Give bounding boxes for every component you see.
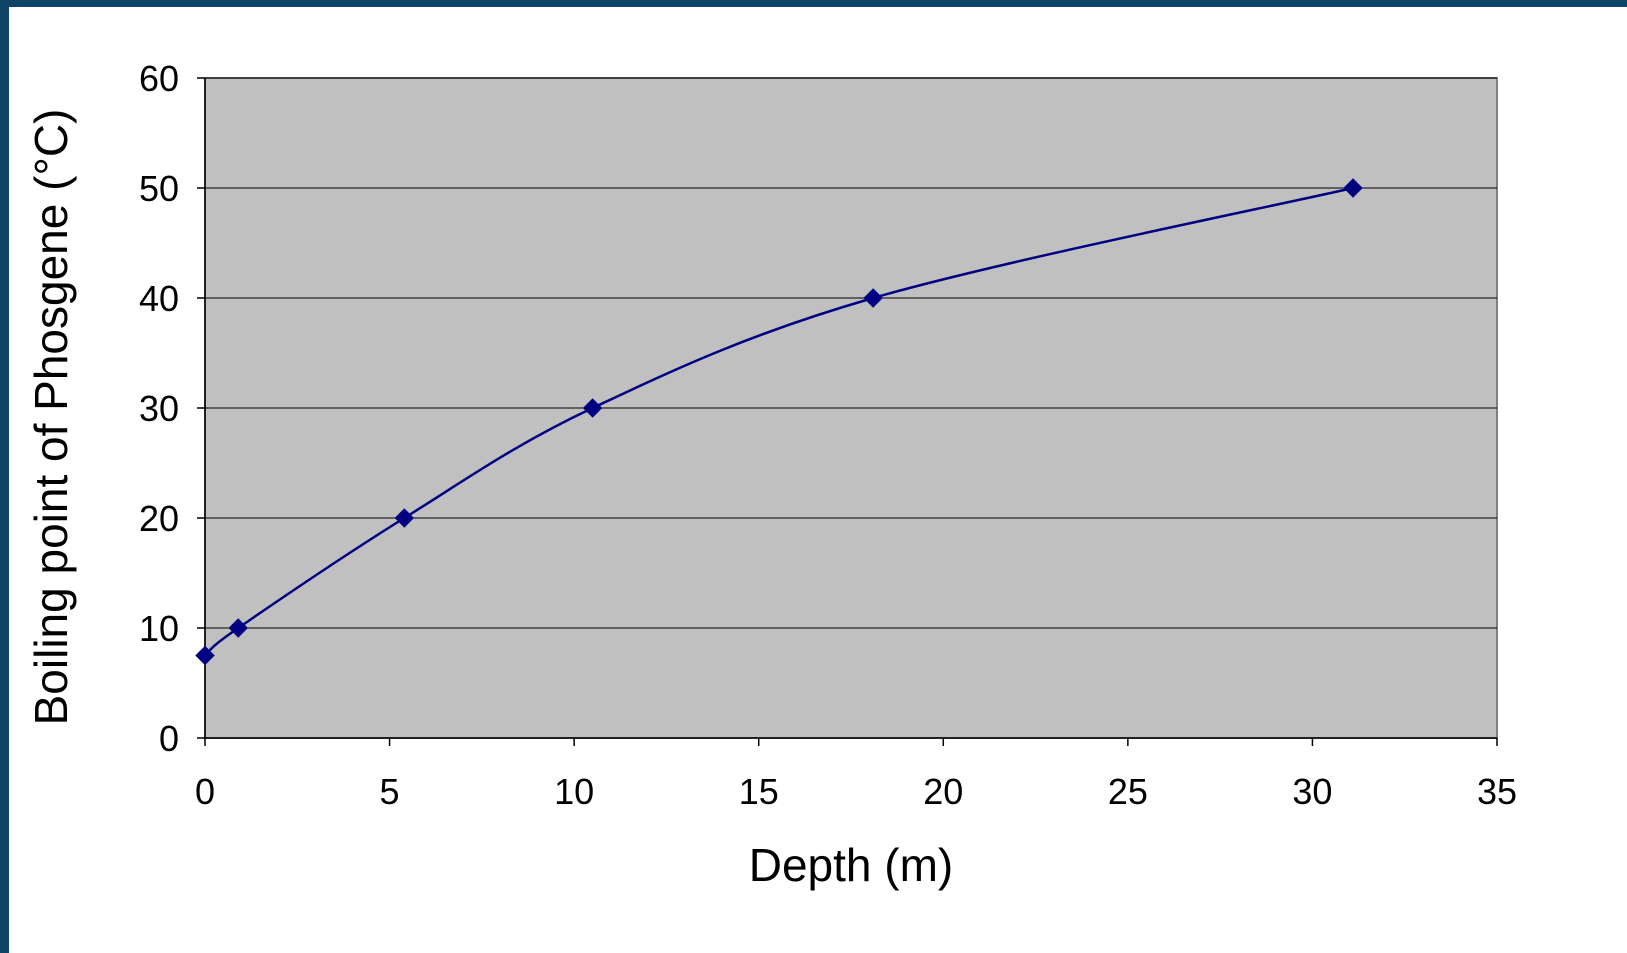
x-tick-label-20: 20 xyxy=(923,771,963,812)
x-tick-label-30: 30 xyxy=(1292,771,1332,812)
data-point-3 xyxy=(582,398,603,418)
series xyxy=(195,178,1363,666)
y-tick-label-30: 30 xyxy=(139,388,179,429)
chart: 0 10 20 30 40 50 60 0 5 10 15 20 25 30 35 Depth (m) Bo… xyxy=(25,58,1517,891)
data-point-5 xyxy=(1343,178,1363,198)
data-point-1 xyxy=(228,618,248,638)
x-axis-title: Depth (m) xyxy=(749,839,953,891)
data-point-4 xyxy=(863,288,883,308)
x-tick-label-0: 0 xyxy=(195,771,215,812)
y-axis-title: Boiling point of Phosgene (°C) xyxy=(25,109,77,726)
tick-labels: 0 10 20 30 40 50 60 0 5 10 15 20 25 30 35 xyxy=(139,58,1517,812)
chart-frame: 0 10 20 30 40 50 60 0 5 10 15 20 25 30 35 Depth (m) Bo… xyxy=(9,7,1627,953)
y-tick-label-20: 20 xyxy=(139,498,179,539)
x-tick-label-10: 10 xyxy=(554,771,594,812)
gridlines xyxy=(205,77,1497,629)
axes xyxy=(197,77,1498,746)
x-tick-label-5: 5 xyxy=(380,771,400,812)
y-tick-label-50: 50 xyxy=(139,168,179,209)
data-point-0 xyxy=(195,645,215,666)
y-tick-label-60: 60 xyxy=(139,58,179,99)
x-tick-label-25: 25 xyxy=(1108,771,1148,812)
y-tick-label-10: 10 xyxy=(139,608,179,649)
x-tick-label-15: 15 xyxy=(739,771,779,812)
data-point-2 xyxy=(394,508,415,528)
y-tick-label-40: 40 xyxy=(139,278,179,319)
x-tick-label-35: 35 xyxy=(1477,771,1517,812)
y-tick-label-0: 0 xyxy=(159,718,179,759)
